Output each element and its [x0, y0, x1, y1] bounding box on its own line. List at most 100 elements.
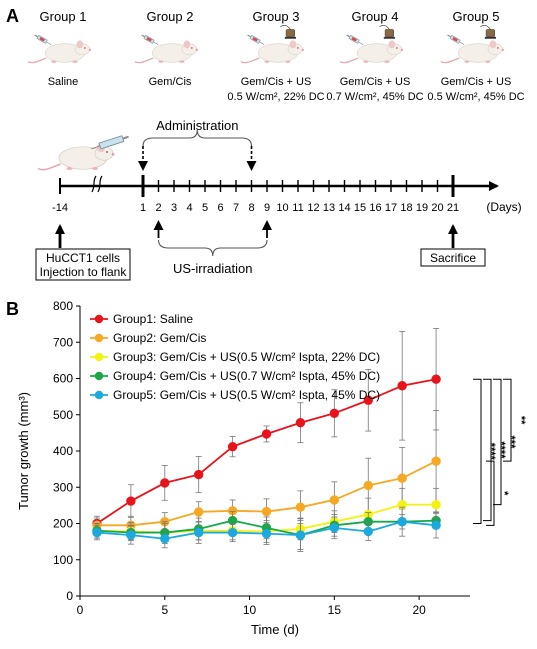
syringe-icon [447, 34, 465, 45]
legend-item: Group5: Gem/Cis + US(0.5 W/cm² Ispta, 45… [90, 388, 380, 402]
syringe-icon [141, 34, 159, 45]
syringe-icon [346, 34, 364, 45]
data-point [363, 395, 373, 405]
group-4: Group 4 Gem/Cis + US 0.7 W/cm², 45% DC [326, 9, 423, 103]
tick-label: 17 [385, 202, 397, 214]
group-2: Group 2 Gem/Cis [134, 9, 198, 88]
legend-item: Group4: Gem/Cis + US(0.7 W/cm² Ispta, 45… [90, 369, 380, 383]
data-point [329, 523, 340, 533]
tick-label: 16 [369, 202, 381, 214]
mouse-icon [27, 34, 91, 64]
legend-label: Group5: Gem/Cis + US(0.5 W/cm² Ispta, 45… [113, 388, 380, 402]
legend-swatch-marker [94, 390, 104, 400]
data-point [295, 530, 306, 540]
axis-break-mark [97, 175, 103, 193]
tick-label: 2 [155, 202, 161, 214]
tick-label: 10 [276, 202, 288, 214]
data-point [397, 381, 407, 391]
mouse-eye [297, 47, 299, 49]
mouse-nose [111, 152, 115, 156]
tick-label: 12 [307, 202, 319, 214]
mouse-eye [497, 47, 499, 49]
data-point [227, 527, 238, 538]
data-point [431, 374, 441, 384]
data-point [227, 441, 238, 452]
x-tick-label: 20 [412, 603, 426, 617]
mouse-foot [51, 60, 57, 63]
mouse-foot [464, 60, 470, 63]
group-title: Group 2 [147, 9, 194, 24]
series-5 [92, 506, 441, 552]
tick-label: 19 [416, 202, 428, 214]
group-title: Group 3 [253, 9, 300, 24]
group-1: Group 1 Saline [27, 9, 91, 88]
mouse-nose [195, 48, 198, 52]
mouse-nose [501, 48, 504, 52]
y-tick-label: 500 [53, 408, 73, 422]
mouse-foot [285, 60, 291, 63]
tick-label: 4 [186, 202, 192, 214]
group-title: Group 1 [40, 9, 87, 24]
mouse-foot [92, 167, 98, 170]
group-treatment: Gem/Cis + US [441, 76, 512, 88]
x-tick-label: 15 [328, 603, 342, 617]
legend-swatch-marker [94, 371, 104, 381]
y-tick-label: 200 [53, 517, 73, 531]
data-point [193, 469, 204, 480]
series-1 [92, 328, 441, 532]
data-point [92, 527, 102, 538]
bracket-line [473, 378, 482, 524]
significance-brackets: ************** [473, 378, 527, 526]
legend-item: Group2: Gem/Cis [90, 331, 206, 345]
tumor-growth-chart: 0 100 200 300 400 500 600 700 800 0 5 10 15 20 Time (d… [16, 299, 527, 637]
injection-text: Injection to flank [40, 265, 128, 279]
y-tick-label: 800 [53, 299, 73, 313]
data-point [431, 456, 441, 466]
legend-label: Group1: Saline [113, 312, 193, 326]
ultrasound-transducer-icon [379, 25, 395, 39]
injection-text: HuCCT1 cells [46, 251, 120, 265]
data-point [295, 502, 306, 512]
mouse-ear [489, 40, 497, 49]
mouse-tail [440, 57, 460, 64]
timeline: -14 1 2 3 4 5 6 7 8 9 10 11 12 13 14 15 16 17 18 19 20 21 (Day… [35, 118, 522, 281]
y-tick-label: 400 [53, 444, 73, 458]
y-tick-label: 700 [53, 335, 73, 349]
mouse-ear [76, 40, 84, 49]
data-point [329, 495, 340, 505]
x-tick-label: 10 [243, 603, 257, 617]
mouse-icon [134, 34, 198, 64]
mouse-ear [289, 40, 297, 49]
mouse-eye [106, 151, 108, 153]
x-axis-title: Time (d) [251, 622, 299, 637]
mouse-eye [191, 47, 193, 49]
mouse-icon [37, 142, 115, 171]
data-point [431, 520, 441, 531]
y-tick-label: 300 [53, 480, 73, 494]
legend-item: Group1: Saline [90, 312, 193, 326]
data-point [126, 530, 136, 540]
group-us-params: 0.5 W/cm², 45% DC [427, 91, 524, 103]
group-us-params: 0.5 W/cm², 22% DC [227, 91, 324, 103]
mouse-foot [66, 167, 73, 170]
syringe-icon [34, 34, 52, 45]
bracket-line [493, 378, 502, 506]
group-title: Group 5 [453, 9, 500, 24]
bracket-line [503, 378, 512, 462]
bracket-line [486, 460, 495, 526]
days-axis-label: (Days) [486, 200, 521, 214]
us-irradiation-label: US-irradiation [173, 261, 252, 276]
tick-label: 11 [292, 202, 303, 214]
y-tick-label: 100 [53, 553, 73, 567]
data-point [193, 507, 204, 517]
data-point [160, 478, 170, 488]
mouse-icon [440, 25, 504, 64]
data-point [160, 534, 170, 544]
tick-label: 20 [431, 202, 443, 214]
mouse-foot [485, 60, 491, 63]
tick-label: 9 [264, 202, 270, 214]
mouse-icon [339, 25, 403, 64]
ultrasound-transducer-icon [480, 25, 496, 39]
mouse-foot [158, 60, 164, 63]
legend-label: Group4: Gem/Cis + US(0.7 W/cm² Ispta, 45… [113, 369, 380, 383]
